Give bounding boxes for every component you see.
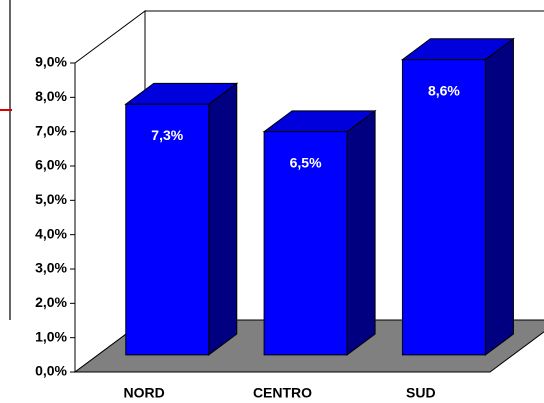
y-tick-label: 0,0% [35, 363, 67, 379]
y-tick-label: 3,0% [35, 260, 67, 276]
y-tick-label: 5,0% [35, 191, 67, 207]
x-tick-label: SUD [406, 385, 436, 401]
bar-front [125, 103, 210, 356]
bar-front [401, 59, 486, 356]
bar [400, 37, 515, 356]
y-tick-label: 7,0% [35, 122, 67, 138]
bar-side [346, 109, 376, 356]
data-label: 6,5% [290, 154, 322, 170]
y-tick-label: 4,0% [35, 225, 67, 241]
bar-side [484, 37, 514, 356]
x-tick-label: CENTRO [253, 385, 312, 401]
bar [124, 82, 239, 356]
y-tick-label: 8,0% [35, 88, 67, 104]
y-tick-label: 1,0% [35, 328, 67, 344]
y-tick-label: 2,0% [35, 294, 67, 310]
bar [262, 109, 377, 356]
data-label: 8,6% [428, 82, 460, 98]
x-tick-label: NORD [124, 385, 165, 401]
bar-side [208, 82, 238, 356]
bar-front [263, 131, 348, 356]
data-label: 7,3% [151, 127, 183, 143]
y-tick-label: 9,0% [35, 54, 67, 70]
y-tick-label: 6,0% [35, 157, 67, 173]
